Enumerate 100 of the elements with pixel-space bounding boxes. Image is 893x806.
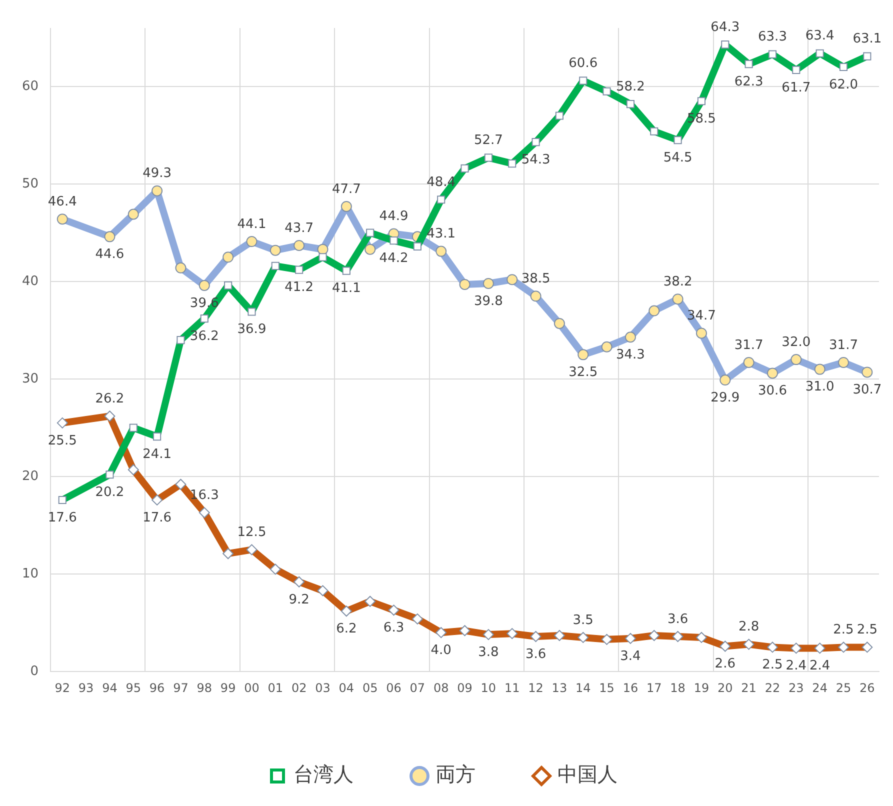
data-label: 17.6: [142, 510, 172, 526]
data-label: 54.3: [521, 152, 550, 168]
y-tick-label: 30: [22, 371, 39, 386]
data-label: 32.5: [568, 365, 598, 380]
data-label: 36.9: [237, 322, 266, 338]
legend-label: 両方: [436, 762, 476, 786]
x-tick-label: 10: [480, 680, 496, 695]
x-tick-label: 06: [386, 680, 402, 695]
x-tick-label: 12: [528, 680, 544, 695]
data-label: 39.8: [474, 294, 503, 309]
x-tick-label: 26: [860, 680, 875, 695]
data-label: 49.3: [142, 166, 172, 182]
x-tick-label: 17: [646, 680, 662, 695]
data-label: 58.2: [616, 79, 645, 94]
data-label: 60.6: [568, 56, 598, 72]
data-label: 41.1: [332, 281, 361, 296]
x-tick-label: 16: [622, 680, 638, 695]
x-tick-label: 93: [78, 680, 94, 695]
y-tick-label: 0: [30, 664, 39, 679]
data-label: 3.5: [572, 612, 594, 628]
legend-label: 台湾人: [294, 762, 354, 786]
data-label: 63.1: [852, 32, 882, 47]
x-tick-label: 92: [54, 680, 70, 695]
x-tick-label: 23: [788, 680, 804, 695]
data-label: 4.0: [430, 642, 452, 658]
data-label: 31.7: [829, 338, 858, 353]
data-label: 54.5: [663, 150, 692, 166]
x-tick-label: 18: [670, 680, 686, 695]
data-label: 43.1: [426, 226, 456, 242]
x-tick-label: 98: [196, 680, 212, 695]
data-label: 44.9: [379, 209, 408, 224]
data-label: 38.5: [521, 272, 550, 287]
data-label: 46.4: [48, 194, 77, 210]
data-label: 12.5: [237, 525, 266, 540]
data-label: 41.2: [284, 280, 314, 296]
data-label: 34.3: [616, 348, 645, 362]
data-label: 63.4: [805, 28, 834, 44]
data-label: 3.6: [667, 612, 688, 627]
data-label: 25.5: [48, 433, 77, 448]
data-label: 30.7: [852, 382, 882, 398]
x-tick-label: 11: [504, 680, 520, 695]
data-label: 3.4: [620, 648, 641, 664]
data-label: 63.3: [758, 30, 787, 45]
data-label: 31.0: [805, 380, 834, 395]
x-tick-label: 04: [338, 680, 354, 695]
data-label: 44.1: [237, 216, 266, 232]
data-label: 44.6: [95, 247, 124, 262]
data-label: 17.6: [48, 510, 77, 526]
x-tick-label: 09: [457, 680, 472, 695]
x-tick-label: 07: [410, 680, 426, 695]
data-label: 2.8: [738, 620, 760, 635]
data-label: 29.9: [710, 390, 740, 406]
x-tick-label: 24: [812, 680, 828, 695]
x-tick-label: 13: [552, 680, 568, 695]
y-tick-label: 10: [22, 566, 39, 582]
data-label: 30.6: [758, 384, 787, 399]
data-label: 64.3: [710, 20, 740, 35]
data-label: 32.0: [782, 334, 811, 350]
data-label: 2.5: [762, 658, 783, 673]
x-tick-label: 05: [362, 680, 378, 695]
x-tick-label: 01: [268, 680, 284, 695]
x-tick-label: 99: [220, 680, 236, 695]
x-tick-label: 96: [149, 680, 165, 695]
data-label: 44.2: [379, 250, 408, 266]
data-label: 3.6: [525, 646, 546, 662]
data-label: 6.3: [383, 620, 404, 636]
data-label: 2.4: [809, 658, 830, 674]
data-label: 52.7: [474, 133, 503, 148]
data-label: 2.4: [786, 658, 806, 674]
x-tick-label: 15: [599, 680, 614, 695]
x-tick-label: 08: [433, 680, 449, 695]
x-tick-label: 22: [764, 680, 780, 695]
data-label: 6.2: [336, 622, 357, 637]
x-tick-label: 19: [694, 680, 710, 695]
x-tick-label: 14: [575, 680, 591, 695]
data-label: 31.7: [734, 338, 764, 353]
data-label: 20.2: [95, 484, 124, 500]
data-label: 2.6: [714, 656, 736, 672]
x-tick-label: 25: [836, 680, 852, 695]
y-tick-label: 20: [22, 468, 39, 484]
y-tick-label: 50: [22, 176, 39, 192]
data-label: 2.5: [833, 622, 854, 638]
legend-label: 中国人: [558, 762, 618, 786]
data-label: 24.1: [142, 446, 172, 462]
data-label: 47.7: [332, 182, 361, 197]
x-tick-label: 95: [126, 680, 142, 695]
x-tick-label: 94: [102, 680, 118, 695]
data-label: 2.5: [856, 622, 878, 638]
y-tick-label: 40: [22, 274, 39, 289]
x-tick-label: 02: [291, 680, 307, 695]
y-tick-label: 60: [22, 78, 39, 94]
x-tick-label: 21: [741, 680, 756, 695]
x-tick-label: 20: [718, 680, 733, 695]
data-label: 36.2: [190, 328, 219, 344]
data-label: 3.8: [478, 644, 499, 660]
data-label: 62.3: [734, 74, 764, 90]
data-label: 26.2: [95, 391, 124, 406]
x-tick-label: 00: [244, 680, 260, 695]
data-label: 9.2: [288, 592, 310, 608]
data-label: 43.7: [284, 220, 314, 236]
